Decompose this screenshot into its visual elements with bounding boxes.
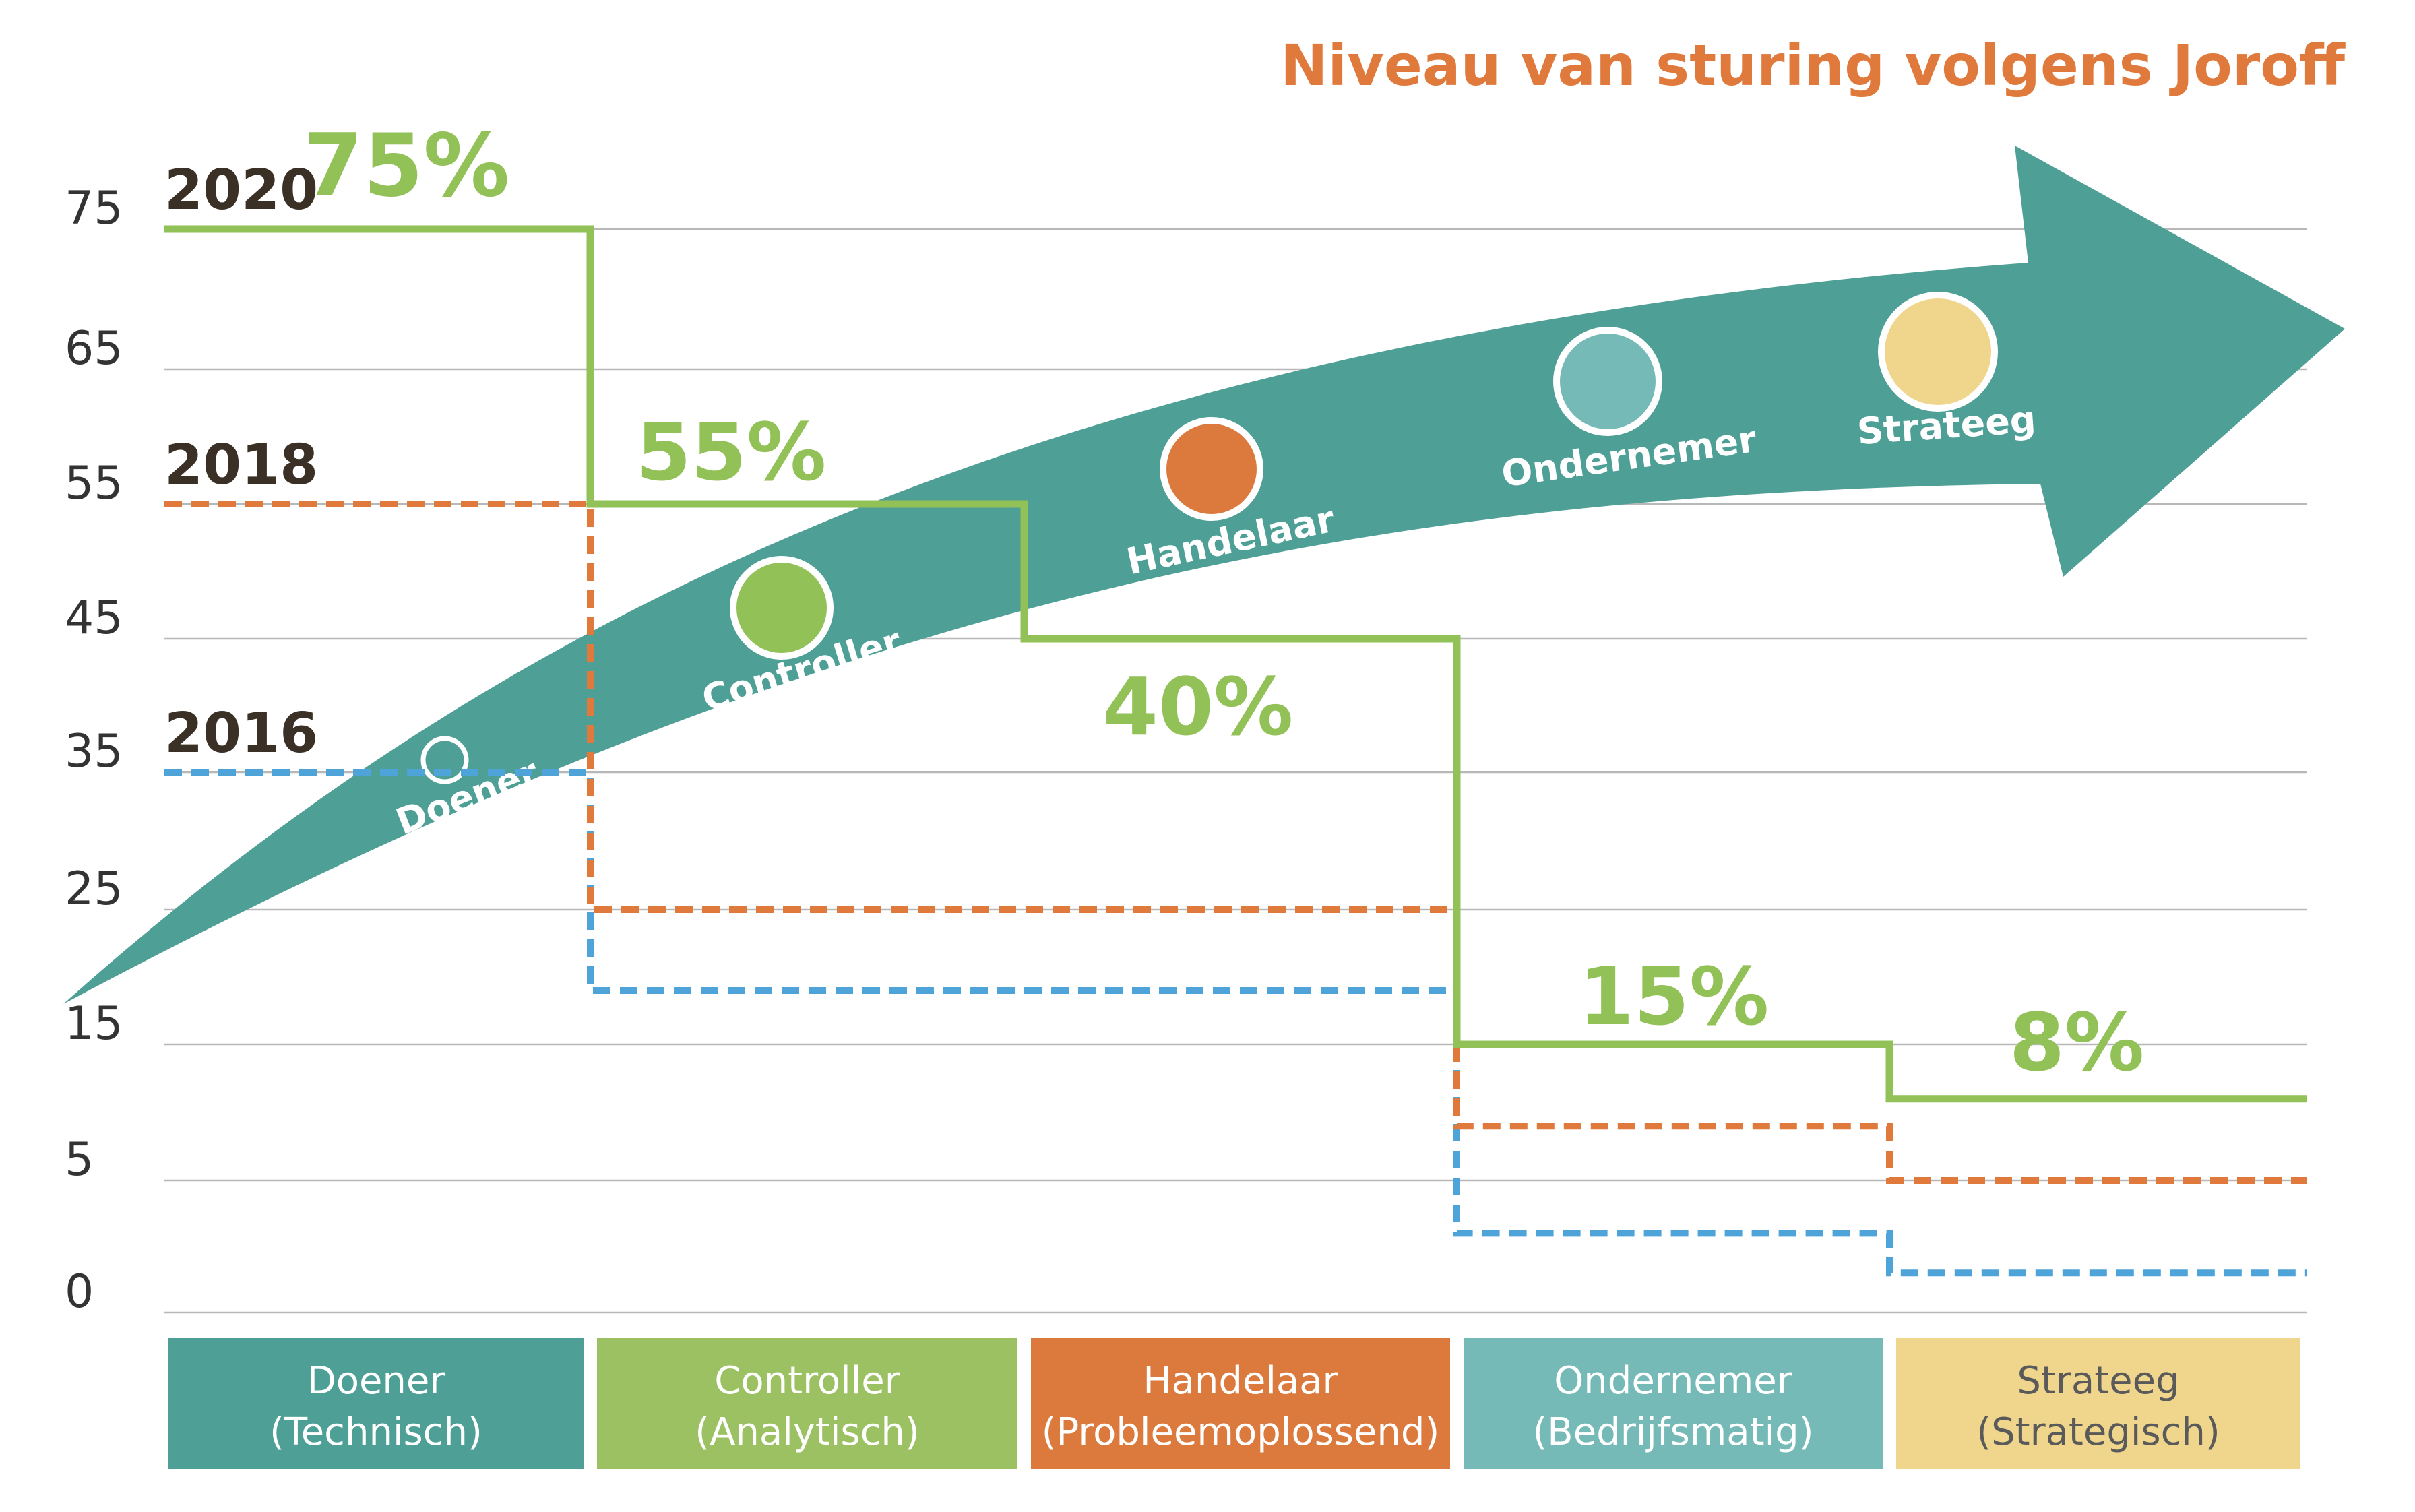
percent-annotation: 40% [1103,660,1293,753]
chart-title: Niveau van sturing volgens Joroff [1280,32,2346,98]
role-marker [420,736,469,784]
series-year-label: 2020 [164,158,318,222]
percent-annotation: 75% [303,116,509,216]
category-sublabel: (Technisch) [270,1410,482,1454]
role-marker [1160,417,1263,521]
category-sublabel: (Probleemoplossend) [1042,1410,1440,1454]
percent-annotation: 8% [2009,996,2144,1089]
y-tick-label: 35 [65,725,123,778]
category-label: Controller [714,1359,900,1403]
category-label: Strateeg [2017,1359,2179,1403]
y-tick-label: 45 [65,592,123,645]
y-tick-label: 75 [65,182,123,235]
category-label: Ondernemer [1554,1359,1793,1403]
category-sublabel: (Analytisch) [695,1410,919,1454]
category-box [1896,1338,2300,1469]
y-tick-label: 5 [65,1133,94,1187]
y-tick-label: 65 [65,322,123,375]
category-label: Doener [307,1359,446,1403]
category-box [168,1338,584,1469]
category-box [1464,1338,1883,1469]
y-tick-label: 0 [65,1265,94,1319]
series-year-label: 2018 [164,433,318,497]
category-box [597,1338,1017,1469]
series-line-2020 [164,225,2307,1103]
role-marker [730,556,834,660]
category-sublabel: (Strategisch) [1976,1410,2220,1454]
series-year-label: 2016 [164,701,318,765]
category-label: Handelaar [1143,1359,1338,1403]
y-tick-label: 15 [65,997,123,1050]
role-marker [1878,292,1998,412]
category-box [1031,1338,1450,1469]
series-lines: 2020 2018 2016 75% 55% 40% 15% 8% [164,116,2307,1277]
y-axis: 75 65 55 45 35 25 15 5 0 [65,182,123,1319]
role-marker [1553,327,1662,436]
category-sublabel: (Bedrijfsmatig) [1532,1410,1813,1454]
y-tick-label: 55 [65,457,123,510]
percent-annotation: 15% [1579,950,1769,1043]
y-tick-label: 25 [65,862,123,916]
category-boxes: Doener (Technisch) Controller (Analytisch) H… [168,1338,2300,1469]
percent-annotation: 55% [636,406,826,499]
arrow-shape [63,146,2345,1004]
